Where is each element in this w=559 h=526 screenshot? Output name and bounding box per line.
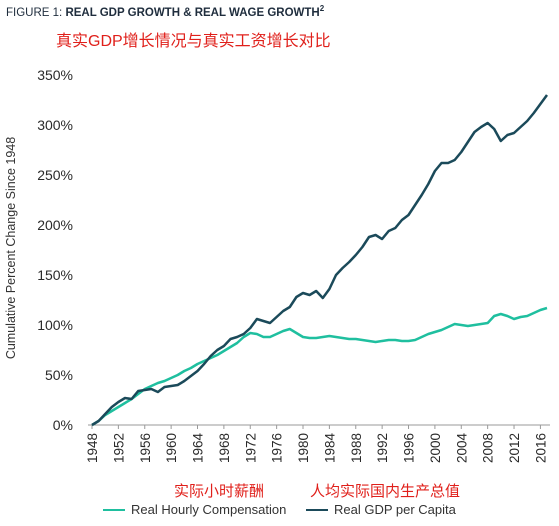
x-tick-label: 1992 bbox=[375, 433, 390, 463]
y-tick-label: 50% bbox=[45, 367, 73, 383]
figure-title-prefix: FIGURE 1: bbox=[6, 6, 66, 19]
y-tick-label: 150% bbox=[37, 267, 73, 283]
y-tick-label: 100% bbox=[37, 317, 73, 333]
x-tick-label: 2016 bbox=[533, 433, 548, 463]
x-tick-label: 1948 bbox=[85, 433, 100, 463]
legend-label-wage: Real Hourly Compensation bbox=[131, 502, 287, 517]
y-axis-label-group: Cumulative Percent Change Since 1948 bbox=[4, 137, 18, 359]
x-tick-label: 1952 bbox=[111, 433, 126, 463]
x-tick-label: 1980 bbox=[296, 433, 311, 463]
x-tick-label: 1984 bbox=[322, 433, 337, 464]
figure-title-main: REAL GDP GROWTH & REAL WAGE GROWTH bbox=[65, 6, 320, 19]
y-tick-label: 350% bbox=[37, 67, 73, 83]
x-tick-label: 1964 bbox=[191, 433, 206, 464]
figure-subtitle-cn: 真实GDP增长情况与真实工资增长对比 bbox=[56, 33, 331, 50]
x-tick-label: 2000 bbox=[428, 433, 443, 463]
series-line-real-hourly-compensation bbox=[91, 306, 548, 427]
figure-title-footnote: 2 bbox=[319, 4, 325, 13]
y-axis-label: Cumulative Percent Change Since 1948 bbox=[4, 137, 18, 359]
figure-title: FIGURE 1: REAL GDP GROWTH & REAL WAGE GR… bbox=[6, 4, 324, 19]
y-tick-label: 250% bbox=[37, 167, 73, 183]
x-tick-label: 2012 bbox=[507, 433, 522, 463]
legend-label-gdp: Real GDP per Capita bbox=[334, 502, 456, 517]
x-tick-label: 1996 bbox=[402, 433, 417, 463]
y-ticks: 0% 50% 100% 150% 200% 250% 300% 350% bbox=[37, 67, 73, 433]
series-line-real-gdp-per-capita bbox=[91, 94, 549, 427]
legend-swatch-gdp bbox=[306, 508, 328, 511]
x-tick-label: 1972 bbox=[243, 433, 258, 463]
x-tick-label: 1968 bbox=[217, 433, 232, 463]
legend-item-gdp: Real GDP per Capita bbox=[306, 502, 456, 517]
y-tick-label: 300% bbox=[37, 117, 73, 133]
x-tick-label: 1988 bbox=[349, 433, 364, 463]
x-ticks: 1948 1952 1956 1960 1964 1968 1972 1976 1980 1984… bbox=[85, 425, 548, 463]
y-tick-label: 0% bbox=[53, 417, 73, 433]
wage-annotation-cn: 实际小时薪酬 bbox=[174, 483, 265, 500]
legend-swatch-wage bbox=[103, 508, 125, 511]
x-tick-label: 2004 bbox=[454, 433, 469, 464]
gdp-annotation-cn: 人均实际国内生产总值 bbox=[310, 483, 461, 500]
x-tick-label: 2008 bbox=[481, 433, 496, 463]
x-tick-label: 1976 bbox=[270, 433, 285, 463]
y-tick-label: 200% bbox=[37, 217, 73, 233]
x-tick-label: 1956 bbox=[138, 433, 153, 463]
series-lines bbox=[91, 94, 549, 427]
x-tick-label: 1960 bbox=[164, 433, 179, 463]
legend-item-wage: Real Hourly Compensation bbox=[103, 502, 286, 517]
